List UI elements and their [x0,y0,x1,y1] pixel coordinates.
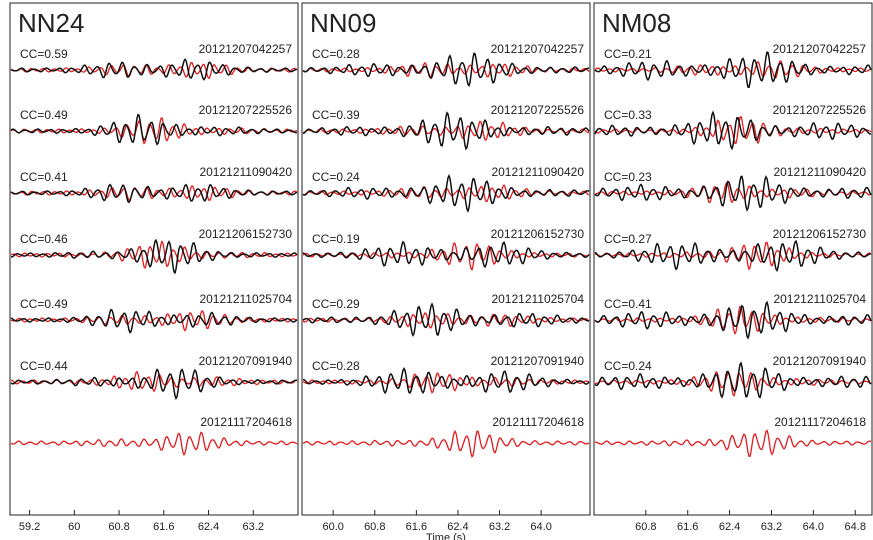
panel-title: NN09 [310,8,376,38]
x-tick-label: 63.2 [243,521,264,533]
waveform-event [594,300,872,340]
waveform-event [11,238,298,275]
waveform-event [594,51,872,89]
waveform-reference [302,372,590,394]
event-id: 20121207225526 [199,103,293,117]
event-id: 20121211025704 [199,292,292,306]
cc-label: CC=0.41 [20,170,68,184]
waveform-reference [594,429,872,458]
event-id: 20121211090420 [773,165,866,179]
x-tick-label: 60 [68,521,80,533]
x-tick-label: 61.6 [153,521,174,533]
panel: NM08 60.8 61.6 62.4 63.2 64.0 64.8 CC=0.21 20121… [593,2,873,533]
cc-label: CC=0.33 [604,108,652,122]
event-id: 20121211090420 [491,165,584,179]
cc-label: CC=0.19 [312,232,360,246]
x-tick-label: 60.8 [364,521,385,533]
event-id: 20121211090420 [199,165,292,179]
cc-label: CC=0.46 [20,232,68,246]
waveform-reference [302,429,590,458]
waveform-event [594,174,872,212]
waveform-event [302,52,590,87]
cc-label: CC=0.28 [312,47,360,61]
event-id: 20121207042257 [199,42,293,56]
waveform-reference [10,310,298,332]
cc-label: CC=0.29 [312,297,360,311]
waveform-event [10,368,298,401]
event-id: 20121117204618 [492,415,584,429]
panel-frame [593,2,873,516]
x-tick-label: 64.0 [530,521,551,533]
event-id: 20121206152730 [199,227,293,241]
event-id: 20121117204618 [200,415,292,429]
cc-label: CC=0.49 [20,108,68,122]
cc-label: CC=0.21 [604,47,652,61]
panel-title: NN24 [18,8,84,38]
x-tick-label: 59.2 [19,521,40,533]
waveform-reference [594,181,872,204]
panel-frame [301,2,591,516]
x-tick-label: 61.6 [677,521,698,533]
cc-label: CC=0.39 [312,108,360,122]
event-id: 20121207091940 [773,354,867,368]
event-id: 20121207042257 [491,42,585,56]
cc-label: CC=0.49 [20,297,68,311]
cc-label: CC=0.41 [604,297,652,311]
waveform-event [10,113,298,146]
event-id: 20121207225526 [491,103,585,117]
event-id: 20121207091940 [199,354,293,368]
panel: NN09 60.0 60.8 61.6 62.4 63.2 64.0 Time (s) CC=0… [301,2,591,540]
x-tick-label: 62.4 [198,521,219,533]
waveform-event [302,302,590,337]
event-id: 20121117204618 [774,415,866,429]
panel-title: NM08 [602,8,671,38]
event-id: 20121206152730 [491,227,585,241]
event-id: 20121207091940 [491,354,585,368]
x-tick-label: 62.4 [447,521,468,533]
waveform-event [10,183,298,204]
x-tick-label: 60.0 [322,521,343,533]
waveform-event [302,111,590,151]
panel: NN24 59.2 60 60.8 61.6 62.4 63.2 CC=0.59 2012120… [9,2,299,533]
event-id: 20121211025704 [773,292,866,306]
panel-frame [9,2,299,516]
event-id: 20121206152730 [773,227,867,241]
x-tick-label: 63.2 [761,521,782,533]
waveform-event [10,58,298,81]
cc-label: CC=0.24 [312,170,360,184]
x-tick-label: 61.6 [406,521,427,533]
waveform-event [303,366,590,395]
x-tick-label: 64.8 [845,521,866,533]
waveform-event [594,239,872,273]
waveform-reference [302,242,590,272]
cc-label: CC=0.23 [604,170,652,184]
cc-label: CC=0.44 [20,359,68,373]
waveform-event [302,240,590,269]
waveform-reference [10,184,298,201]
waveform-event [10,308,298,334]
x-tick-label: 63.2 [489,521,510,533]
waveform-event [594,110,872,151]
x-tick-label: 60.8 [108,521,129,533]
cc-label: CC=0.28 [312,359,360,373]
waveform-event [594,361,872,399]
waveform-reference [594,241,872,271]
x-tick-label: 60.8 [635,521,656,533]
cc-label: CC=0.27 [604,232,652,246]
event-id: 20121207225526 [773,103,867,117]
x-tick-label: 62.4 [719,521,740,533]
waveform-reference [10,431,298,457]
cc-label: CC=0.59 [20,47,68,61]
x-axis-label: Time (s) [426,532,466,540]
waveform-event [302,173,590,213]
event-id: 20121207042257 [773,42,867,56]
waveform-reference [302,120,590,141]
cc-label: CC=0.24 [604,359,652,373]
x-tick-label: 64.0 [803,521,824,533]
event-id: 20121211025704 [491,292,584,306]
